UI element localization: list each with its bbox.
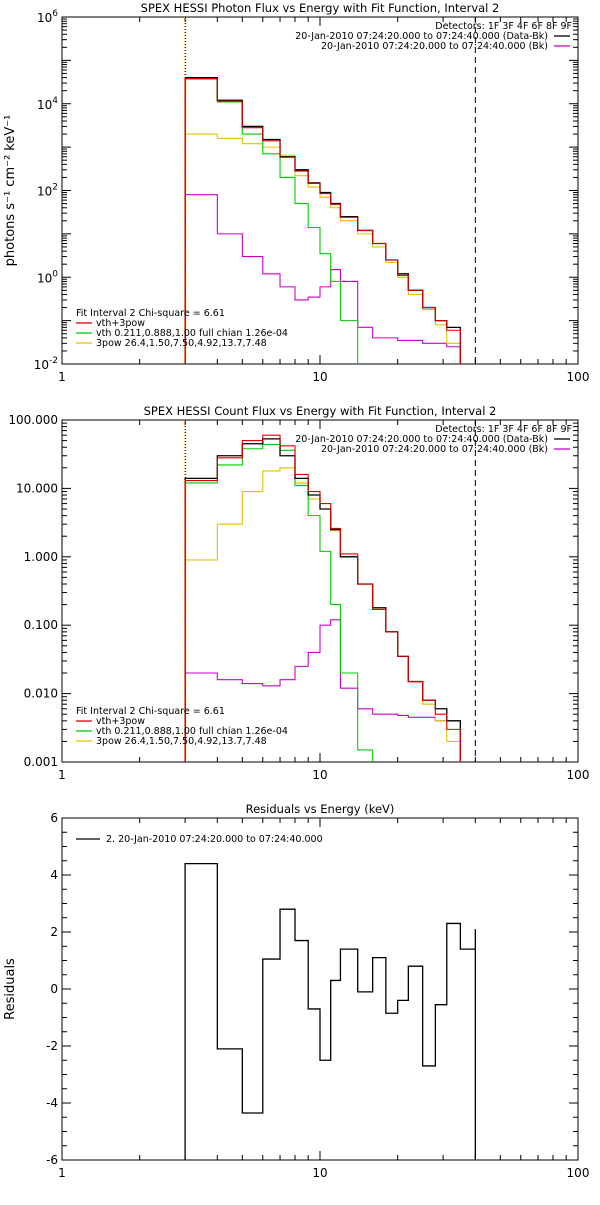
y-tick-label: 6 — [50, 811, 58, 825]
legend-bottom-label: vth 0.211,0.888,1.00 full chian 1.26e-04 — [96, 328, 288, 339]
y-tick-label-exp: 4 — [52, 96, 58, 106]
y-tick-label: 2 — [50, 925, 58, 939]
y-tick-label-base: 10 — [37, 98, 52, 112]
series-data — [184, 76, 462, 364]
y-tick-label: 100 — [37, 269, 58, 285]
legend-top-label: 2. 20-Jan-2010 07:24:20.000 to 07:24:40.… — [106, 834, 323, 845]
series-thermal — [184, 78, 461, 364]
y-tick-label-exp: 2 — [52, 183, 58, 193]
panel-3: Residuals vs Energy (keV) 1 10 100 -6 -4 -2 0 2 4… — [3, 802, 589, 1180]
series-power — [184, 467, 461, 762]
y-tick-label: -2 — [46, 1039, 58, 1053]
y-tick-label-base: 10 — [34, 358, 49, 372]
y-tick-label: 1.000 — [24, 550, 58, 564]
y-tick-label: 100.000 — [8, 413, 58, 427]
plot-frame — [61, 817, 579, 1161]
y-tick-label-base: 10 — [37, 185, 52, 199]
chart-title: Residuals vs Energy (keV) — [246, 802, 395, 816]
y-tick-label: 0 — [50, 982, 58, 996]
y-tick-label: -6 — [46, 1153, 58, 1167]
series-total — [184, 78, 461, 364]
y-tick-label-exp: -2 — [49, 356, 58, 366]
series-data — [184, 438, 462, 762]
y-tick-label: 0.001 — [24, 755, 58, 769]
series-group — [184, 862, 476, 1160]
x-tick-label: 1 — [58, 370, 66, 384]
legend-top-label: 20-Jan-2010 07:24:20.000 to 07:24:40.000… — [321, 41, 548, 52]
legend-top-header: Detectors: 1F 3F 4F 6F 8F 9F — [435, 21, 572, 32]
series-total — [184, 434, 461, 762]
series-background — [184, 619, 461, 762]
x-tick-label: 100 — [567, 768, 590, 782]
x-tick-label: 10 — [312, 370, 327, 384]
panel-1: SPEX HESSI Photon Flux vs Energy with Fi… — [3, 1, 590, 384]
x-tick-label: 10 — [312, 768, 327, 782]
y-tick-label: 106 — [37, 9, 58, 25]
legend-bottom-header: Fit Interval 2 Chi-square = 6.61 — [76, 706, 225, 717]
series-data — [184, 862, 476, 1160]
legend-top-header: Detectors: 1F 3F 4F 6F 8F 9F — [435, 424, 572, 435]
series-group — [184, 76, 462, 364]
legend-top-label: 20-Jan-2010 07:24:20.000 to 07:24:40.000… — [295, 434, 548, 445]
y-tick-label-exp: 0 — [52, 269, 58, 279]
y-tick-label: 10.000 — [16, 481, 58, 495]
y-axis-label: photons s⁻¹ cm⁻² keV⁻¹ — [3, 115, 18, 267]
y-tick-label-base: 10 — [37, 11, 52, 25]
y-tick-label-exp: 6 — [52, 9, 58, 19]
y-tick-label-base: 10 — [37, 271, 52, 285]
x-tick-label: 100 — [567, 370, 590, 384]
y-tick-label: 102 — [37, 183, 58, 199]
legend-bottom-label: 3pow 26.4,1.50,7.50,4.92,13.7,7.48 — [96, 338, 267, 349]
y-axis-label: Residuals — [3, 958, 18, 1020]
y-tick-label: 104 — [37, 96, 58, 112]
chart-title: SPEX HESSI Count Flux vs Energy with Fit… — [144, 404, 497, 418]
x-tick-label: 10 — [312, 1166, 327, 1180]
legend-bottom-label: vth+3pow — [96, 716, 145, 727]
series-group — [184, 434, 462, 762]
legend-bottom-label: 3pow 26.4,1.50,7.50,4.92,13.7,7.48 — [96, 736, 267, 747]
panel-2: SPEX HESSI Count Flux vs Energy with Fit… — [8, 404, 590, 782]
legend-bottom-header: Fit Interval 2 Chi-square = 6.61 — [76, 308, 225, 319]
y-tick-label: 4 — [50, 868, 58, 882]
x-tick-label: 100 — [567, 1166, 590, 1180]
legend-top-label: 20-Jan-2010 07:24:20.000 to 07:24:40.000… — [295, 31, 548, 42]
y-tick-label: -4 — [46, 1096, 58, 1110]
chart-title: SPEX HESSI Photon Flux vs Energy with Fi… — [141, 1, 500, 15]
x-tick-label: 1 — [58, 1166, 66, 1180]
x-tick-label: 1 — [58, 768, 66, 782]
legend-bottom-label: vth+3pow — [96, 318, 145, 329]
y-tick-label: 0.010 — [24, 687, 58, 701]
series-thermal — [184, 443, 461, 762]
legend-bottom-label: vth 0.211,0.888,1.00 full chian 1.26e-04 — [96, 726, 288, 737]
legend-top-label: 20-Jan-2010 07:24:20.000 to 07:24:40.000… — [321, 444, 548, 455]
y-tick-label: 10-2 — [34, 356, 58, 372]
y-tick-label: 0.100 — [24, 618, 58, 632]
